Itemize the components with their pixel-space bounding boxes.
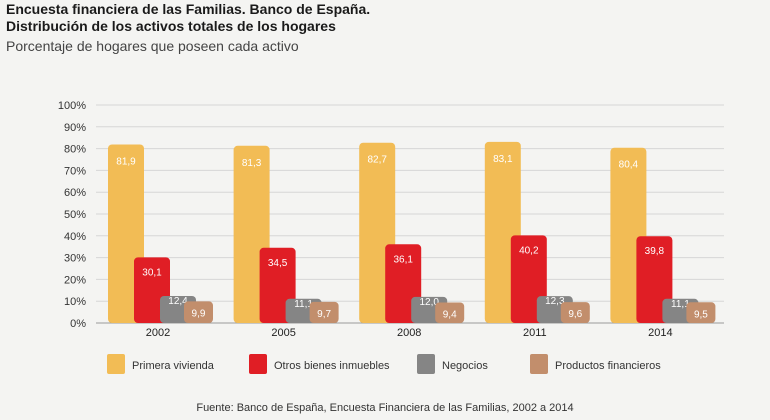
y-tick-label: 40% — [64, 231, 86, 243]
y-tick-label: 0% — [70, 318, 86, 330]
data-label: 12,0 — [419, 297, 439, 308]
y-tick-label: 100% — [58, 100, 86, 112]
data-label: 9,4 — [443, 310, 457, 321]
data-label: 83,1 — [493, 154, 513, 165]
data-label: 81,9 — [116, 156, 136, 167]
legend-swatch — [249, 354, 267, 374]
data-label: 81,3 — [242, 158, 262, 169]
legend-swatch — [107, 354, 125, 374]
legend-label: Productos financieros — [555, 360, 661, 372]
legend-swatch — [530, 354, 548, 374]
x-tick-label: 2002 — [146, 327, 170, 339]
data-label: 80,4 — [619, 160, 639, 171]
data-label: 36,1 — [393, 254, 413, 265]
data-label: 9,7 — [317, 309, 331, 320]
chart-title-line2: Distribución de los activos totales de l… — [6, 18, 336, 34]
chart-title-line1: Encuesta financiera de las Familias. Ban… — [6, 1, 371, 17]
bar — [435, 302, 465, 323]
data-label: 9,6 — [568, 309, 582, 320]
data-label: 40,2 — [519, 245, 539, 256]
legend-label: Primera vivienda — [132, 360, 215, 372]
x-tick-label: 2014 — [648, 327, 672, 339]
chart-subtitle: Porcentaje de hogares que poseen cada ac… — [6, 38, 299, 54]
data-label: 30,1 — [142, 267, 162, 278]
data-label: 9,9 — [192, 308, 206, 319]
y-tick-label: 30% — [64, 253, 86, 265]
chart-source: Fuente: Banco de España, Encuesta Financ… — [196, 402, 574, 414]
bar — [184, 301, 213, 323]
x-tick-label: 2011 — [523, 327, 547, 339]
data-label: 11,1 — [294, 299, 313, 310]
y-tick-label: 70% — [64, 165, 86, 177]
data-label: 82,7 — [367, 155, 387, 166]
bar — [309, 301, 339, 323]
data-label: 12,3 — [545, 296, 565, 307]
bar — [686, 302, 716, 323]
x-tick-label: 2008 — [397, 327, 421, 339]
data-label: 39,8 — [645, 246, 665, 257]
data-label: 34,5 — [268, 258, 288, 269]
legend-swatch — [417, 354, 435, 374]
y-tick-label: 80% — [64, 144, 86, 156]
data-label: 11,1 — [671, 299, 690, 310]
data-label: 12,4 — [168, 296, 188, 307]
y-tick-label: 60% — [64, 187, 86, 199]
legend-label: Negocios — [442, 360, 488, 372]
data-label: 9,5 — [694, 309, 708, 320]
y-tick-label: 50% — [64, 209, 86, 221]
legend-label: Otros bienes inmuebles — [274, 360, 390, 372]
y-tick-label: 10% — [64, 296, 86, 308]
y-tick-label: 90% — [64, 122, 86, 134]
bar — [560, 302, 590, 323]
x-tick-label: 2005 — [271, 327, 295, 339]
y-tick-label: 20% — [64, 274, 86, 286]
